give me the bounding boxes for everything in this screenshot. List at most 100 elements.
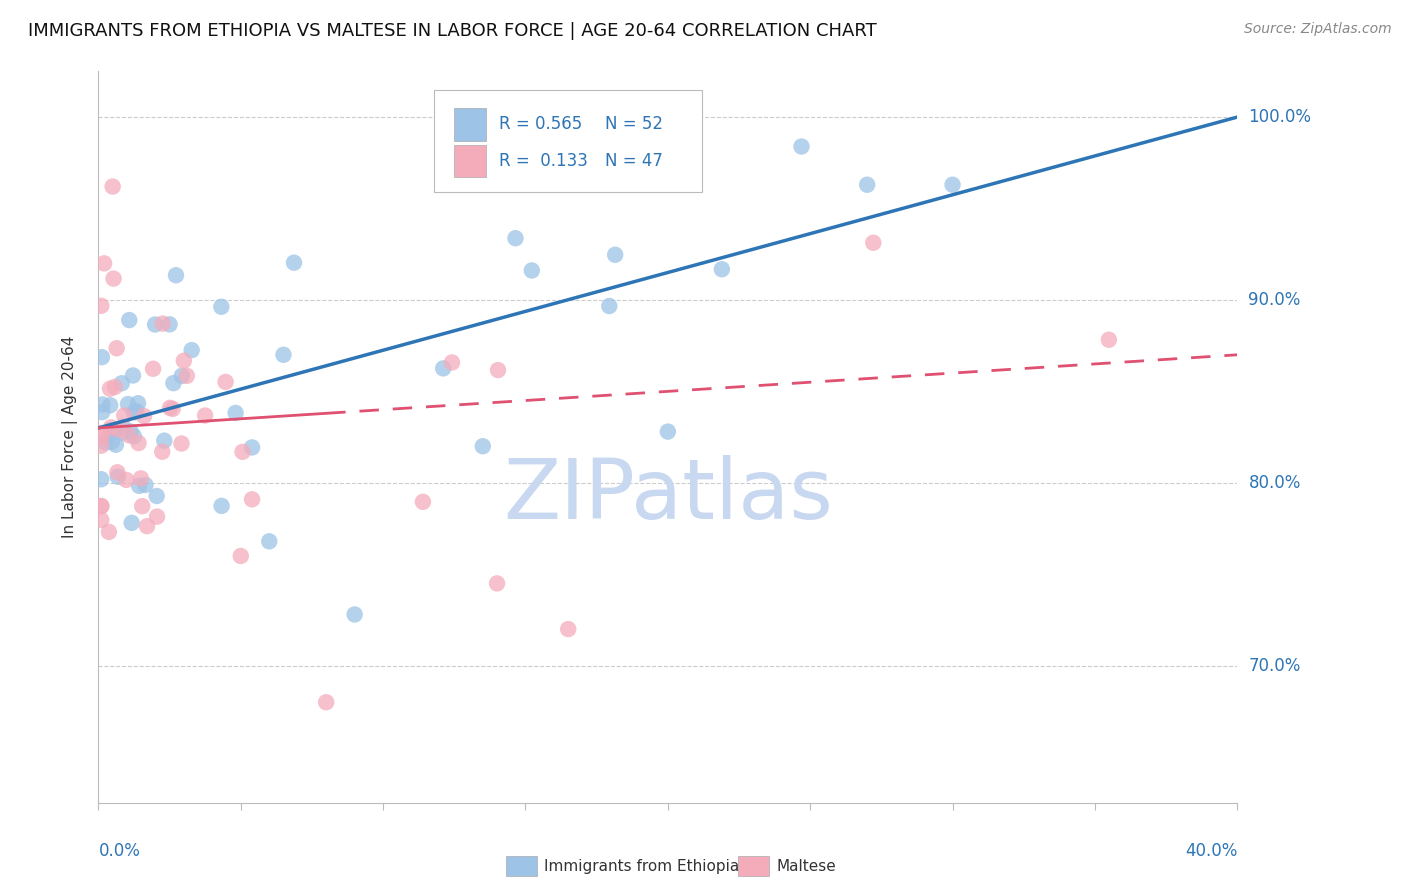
Text: ZIPatlas: ZIPatlas <box>503 455 832 536</box>
Text: N = 52: N = 52 <box>605 115 664 134</box>
Point <box>1098 333 1121 347</box>
Point <box>98 382 121 396</box>
Point <box>173 353 195 368</box>
Point <box>127 396 149 410</box>
Point <box>115 473 138 487</box>
Point <box>111 376 134 391</box>
Text: N = 47: N = 47 <box>605 152 664 170</box>
Point <box>557 622 579 636</box>
Point <box>152 317 174 331</box>
Point <box>259 534 281 549</box>
Point <box>90 499 112 513</box>
Point <box>120 425 142 439</box>
Point <box>118 428 141 442</box>
Point <box>105 465 128 479</box>
Point <box>90 299 112 313</box>
Point <box>107 423 129 437</box>
Point <box>471 439 494 453</box>
Point <box>856 178 879 192</box>
Point <box>162 401 184 416</box>
Point <box>90 439 112 453</box>
Point <box>150 444 173 458</box>
Point <box>101 434 124 449</box>
Text: 0.0%: 0.0% <box>98 842 141 860</box>
Point <box>159 318 181 332</box>
Y-axis label: In Labor Force | Age 20-64: In Labor Force | Age 20-64 <box>62 336 77 538</box>
Point <box>90 472 112 486</box>
Text: R =  0.133: R = 0.133 <box>499 152 588 170</box>
Point <box>94 435 117 450</box>
Point <box>432 361 454 376</box>
Point <box>176 368 198 383</box>
Bar <box>454 108 485 141</box>
Point <box>93 256 115 270</box>
Point <box>598 299 620 313</box>
Point <box>91 397 114 411</box>
Point <box>100 420 122 434</box>
Point <box>101 179 124 194</box>
Point <box>105 341 128 355</box>
Point <box>240 492 263 507</box>
Point <box>170 436 193 450</box>
Point <box>122 405 145 419</box>
Point <box>134 478 156 492</box>
Point <box>211 499 233 513</box>
Text: R = 0.565: R = 0.565 <box>499 115 582 134</box>
Point <box>315 695 337 709</box>
Point <box>165 268 187 283</box>
Point <box>128 436 150 450</box>
Point <box>128 479 150 493</box>
Point <box>107 469 129 483</box>
Point <box>90 425 112 440</box>
Point <box>209 300 232 314</box>
Text: 70.0%: 70.0% <box>1249 657 1301 674</box>
Point <box>122 429 145 443</box>
Point <box>486 576 509 591</box>
Point <box>440 355 463 369</box>
Point <box>145 489 167 503</box>
Point <box>162 376 184 391</box>
Point <box>159 401 181 415</box>
Point <box>229 549 252 563</box>
Text: IMMIGRANTS FROM ETHIOPIA VS MALTESE IN LABOR FORCE | AGE 20-64 CORRELATION CHART: IMMIGRANTS FROM ETHIOPIA VS MALTESE IN L… <box>28 22 877 40</box>
Text: 40.0%: 40.0% <box>1185 842 1237 860</box>
Point <box>486 363 509 377</box>
Point <box>231 445 253 459</box>
Point <box>91 405 114 419</box>
Point <box>98 398 121 412</box>
Point <box>112 409 135 423</box>
Text: 100.0%: 100.0% <box>1249 108 1312 126</box>
Point <box>146 509 169 524</box>
Point <box>90 431 112 445</box>
Point <box>273 348 295 362</box>
Point <box>862 235 884 250</box>
Text: Maltese: Maltese <box>776 859 835 873</box>
Point <box>103 271 125 285</box>
Point <box>153 434 176 448</box>
Point <box>142 361 165 376</box>
Point <box>194 409 217 423</box>
Point <box>143 318 166 332</box>
Point <box>214 375 236 389</box>
FancyBboxPatch shape <box>434 90 702 192</box>
Point <box>131 499 153 513</box>
Text: 80.0%: 80.0% <box>1249 474 1301 491</box>
Point <box>90 350 112 364</box>
Point <box>790 139 813 153</box>
Point <box>104 380 127 394</box>
Point <box>111 419 134 434</box>
Point <box>121 516 143 530</box>
Point <box>125 404 148 418</box>
Point <box>657 425 679 439</box>
Point <box>180 343 202 358</box>
Point <box>103 425 125 439</box>
Text: Immigrants from Ethiopia: Immigrants from Ethiopia <box>544 859 740 873</box>
Point <box>122 368 145 383</box>
Point <box>100 424 122 438</box>
Point <box>505 231 527 245</box>
Point <box>240 441 263 455</box>
Point <box>104 438 127 452</box>
Point <box>412 495 434 509</box>
Point <box>111 425 134 440</box>
Text: 90.0%: 90.0% <box>1249 291 1301 309</box>
